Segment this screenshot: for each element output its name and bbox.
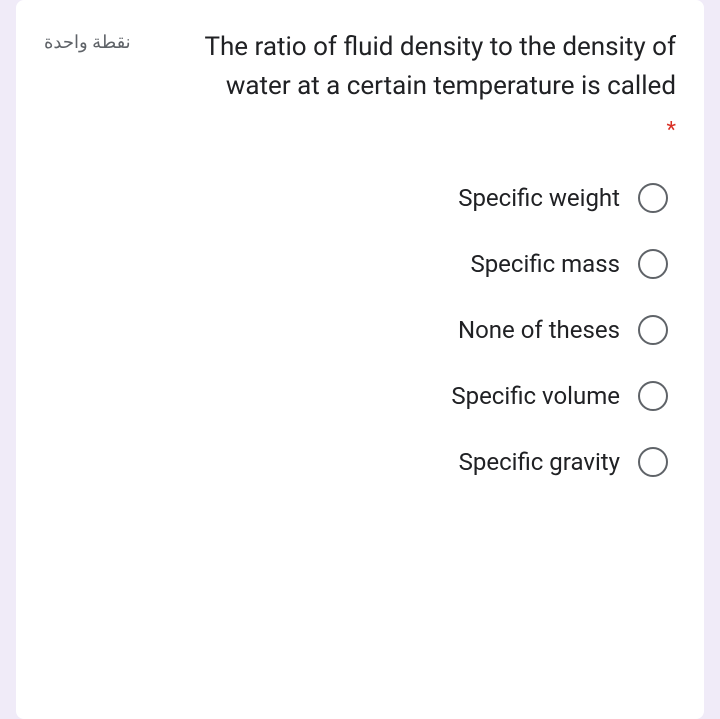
radio-icon[interactable]: [638, 183, 668, 213]
question-text: The ratio of fluid density to the densit…: [204, 32, 676, 101]
option-label: Specific weight: [458, 184, 620, 212]
question-header: نقطة واحدة The ratio of fluid density to…: [44, 28, 676, 147]
question-text-container: The ratio of fluid density to the densit…: [151, 28, 676, 147]
option-label: None of theses: [458, 316, 620, 344]
options-list: Specific weight Specific mass None of th…: [44, 183, 676, 477]
radio-icon[interactable]: [638, 315, 668, 345]
option-row[interactable]: Specific weight: [44, 183, 668, 213]
option-label: Specific gravity: [459, 448, 620, 476]
option-row[interactable]: Specific mass: [44, 249, 668, 279]
option-label: Specific volume: [451, 382, 620, 410]
radio-icon[interactable]: [638, 381, 668, 411]
option-row[interactable]: None of theses: [44, 315, 668, 345]
radio-icon[interactable]: [638, 447, 668, 477]
radio-icon[interactable]: [638, 249, 668, 279]
points-label: نقطة واحدة: [44, 28, 131, 53]
option-row[interactable]: Specific volume: [44, 381, 668, 411]
option-label: Specific mass: [470, 250, 620, 278]
required-asterisk: *: [151, 114, 676, 147]
option-row[interactable]: Specific gravity: [44, 447, 668, 477]
question-card: نقطة واحدة The ratio of fluid density to…: [16, 0, 704, 719]
